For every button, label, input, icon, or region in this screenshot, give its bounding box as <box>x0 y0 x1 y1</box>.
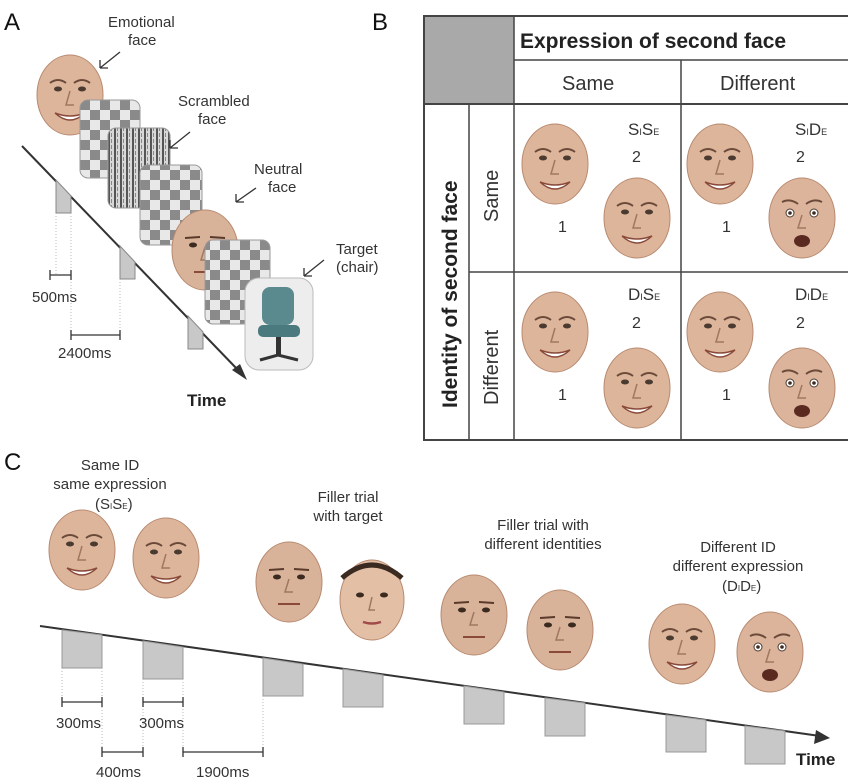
trial2-face-2 <box>340 560 404 640</box>
bracket-400ms <box>101 747 144 757</box>
duration-300ms-b: 300ms <box>139 715 184 732</box>
duration-1900ms: 1900ms <box>196 764 249 781</box>
header-expression: Expression of second face <box>520 30 786 53</box>
cell-different-different: DIDE 1 2 <box>686 285 836 429</box>
trial3-face-1 <box>440 574 508 656</box>
trial3-caption-2: different identities <box>484 536 601 553</box>
arrow-emotional <box>99 51 121 69</box>
panel-a: A Emotional face Scrambled face Neutral … <box>4 9 379 410</box>
timeline-c-arrowhead <box>814 730 830 744</box>
bracket-1900ms <box>182 747 264 757</box>
trial2-caption-1: Filler trial <box>318 489 379 506</box>
timeline-c-marker-1 <box>61 629 103 669</box>
cell-ds-num-1: 1 <box>558 387 567 404</box>
cell-ss-num-2: 2 <box>632 149 641 166</box>
trial2-caption-2: with target <box>312 508 383 525</box>
col-header-same: Same <box>562 73 614 95</box>
bracket-2400ms <box>70 330 121 340</box>
cell-ss-face-2 <box>603 177 671 259</box>
label-target-line2: (chair) <box>336 259 379 276</box>
row-header-same: Same <box>481 170 503 222</box>
arrow-target <box>303 259 325 277</box>
trial1-caption-1: Same ID <box>81 457 140 474</box>
row-header-different: Different <box>481 329 503 405</box>
cell-sd-num-1: 1 <box>722 219 731 236</box>
stimulus-stack <box>36 54 314 371</box>
trial4-code: (DIDE) <box>722 578 761 595</box>
timeline-c-marker-6 <box>544 697 586 737</box>
label-emotional-line1: Emotional <box>108 14 175 31</box>
bracket-300ms-a <box>61 697 103 707</box>
cell-dd-num-1: 1 <box>722 387 731 404</box>
timeline-a-marker-3 <box>187 314 204 350</box>
panel-c: C Same ID same expression (SISE) Filler … <box>4 449 835 781</box>
panel-b: B Expression of second face Same Differe… <box>372 9 848 441</box>
trial2-face-1 <box>255 541 323 623</box>
panel-a-letter: A <box>4 9 20 36</box>
trial1-caption-2: same expression <box>53 476 166 493</box>
cell-ss-code: SISE <box>628 120 659 139</box>
trial1-face-2 <box>132 517 200 599</box>
cell-ds-code: DISE <box>628 285 660 304</box>
cell-dd-code: DIDE <box>795 285 828 304</box>
time-label-a: Time <box>187 391 226 410</box>
row-header-identity: Identity of second face <box>439 180 462 408</box>
label-target-line1: Target <box>336 241 379 258</box>
bracket-500ms <box>49 270 72 280</box>
trial1-code: (SISE) <box>95 496 133 513</box>
duration-400ms: 400ms <box>96 764 141 781</box>
cell-ds-face-1 <box>521 291 589 373</box>
cell-dd-num-2: 2 <box>796 315 805 332</box>
cell-ss-face-1 <box>521 123 589 205</box>
timeline-a-marker-2 <box>119 244 136 280</box>
cell-dd-face-1 <box>686 291 754 373</box>
duration-500ms: 500ms <box>32 289 77 306</box>
cell-sd-face-1 <box>686 123 754 205</box>
bracket-300ms-b <box>142 697 184 707</box>
trial4-caption-2: different expression <box>673 558 804 575</box>
label-scrambled-line2: face <box>198 111 226 128</box>
cell-sd-face-2 <box>768 177 836 259</box>
trial4-face-2 <box>736 611 804 693</box>
cell-ds-num-2: 2 <box>632 315 641 332</box>
label-emotional-line2: face <box>128 32 156 49</box>
cell-dd-face-2 <box>768 347 836 429</box>
trial4-face-1 <box>648 603 716 685</box>
col-header-different: Different <box>720 73 796 95</box>
timeline-c-marker-4 <box>342 668 384 708</box>
timeline-c-marker-5 <box>463 685 505 725</box>
trial4-caption-1: Different ID <box>700 539 776 556</box>
target-chair-image <box>244 277 314 371</box>
cell-same-same: SISE 1 2 <box>521 120 671 259</box>
timeline-a-marker-1 <box>55 178 72 214</box>
label-neutral-line1: Neutral <box>254 161 302 178</box>
timeline-c-marker-3 <box>262 657 304 697</box>
timeline-c-marker-2 <box>142 640 184 680</box>
timeline-c-marker-8 <box>744 725 786 765</box>
matrix-border <box>423 15 848 441</box>
timeline-c-marker-7 <box>665 714 707 753</box>
time-label-c: Time <box>796 750 835 769</box>
corner-gray-cell <box>424 16 514 104</box>
panel-b-letter: B <box>372 9 388 36</box>
cell-sd-code: SIDE <box>795 120 827 139</box>
cell-sd-num-2: 2 <box>796 149 805 166</box>
cell-ds-face-2 <box>603 347 671 429</box>
label-scrambled-line1: Scrambled <box>178 93 250 110</box>
trial1-face-1 <box>48 509 116 591</box>
cell-different-same: DISE 1 2 <box>521 285 671 429</box>
label-neutral-line2: face <box>268 179 296 196</box>
duration-2400ms: 2400ms <box>58 345 111 362</box>
cell-ss-num-1: 1 <box>558 219 567 236</box>
duration-300ms-a: 300ms <box>56 715 101 732</box>
timeline-a-arrowhead <box>232 364 247 380</box>
trial3-face-2 <box>526 589 594 671</box>
trial3-caption-1: Filler trial with <box>497 517 589 534</box>
arrow-neutral <box>235 187 257 203</box>
panel-c-letter: C <box>4 449 21 476</box>
cell-same-different: SIDE 1 2 <box>686 120 836 259</box>
arrow-scrambled <box>169 131 191 149</box>
